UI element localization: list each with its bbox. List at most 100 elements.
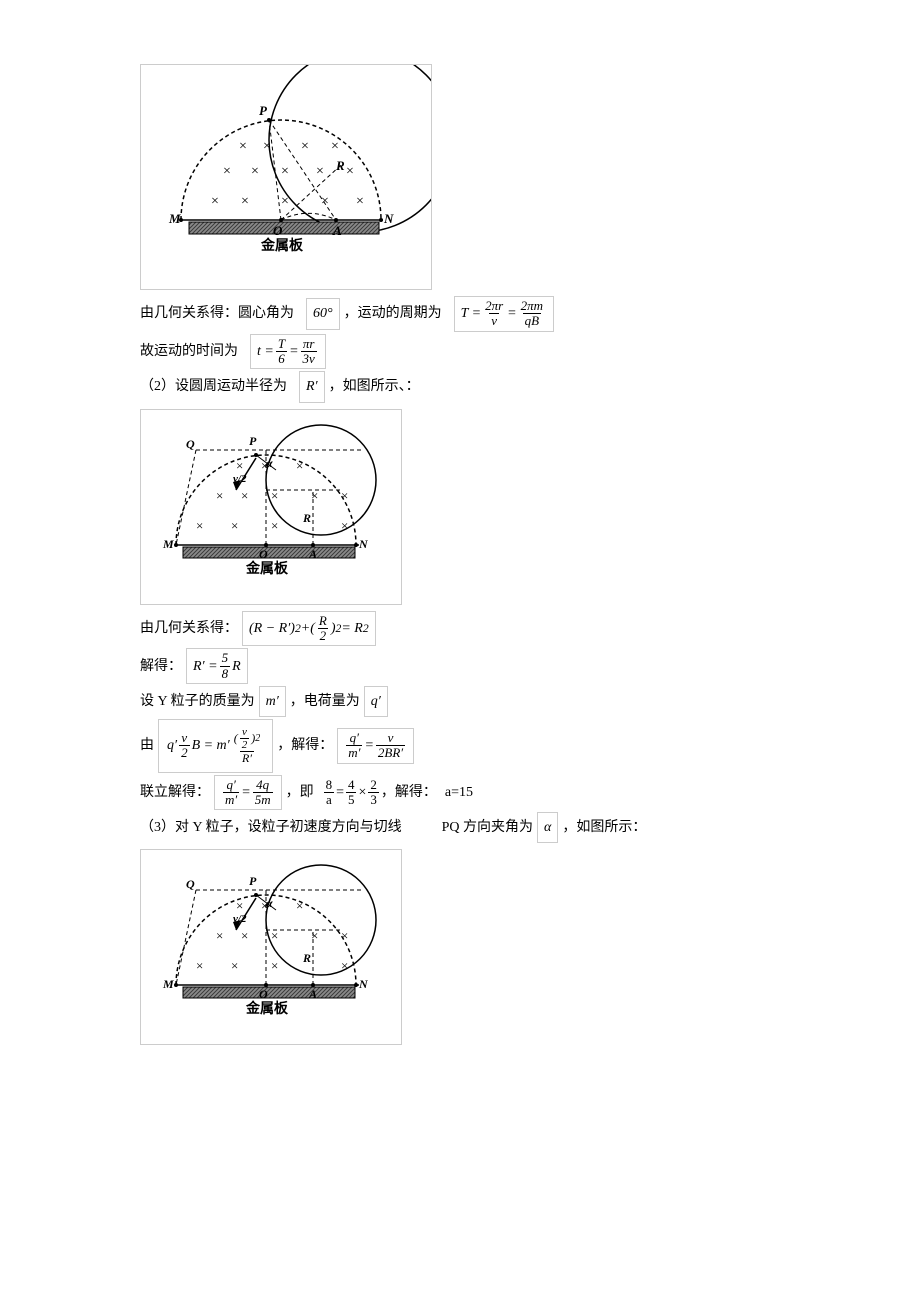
line7-t1: 由 xyxy=(140,733,154,758)
diagram1-p: P xyxy=(259,103,268,118)
diagram1-m: M xyxy=(168,211,181,226)
svg-text:×: × xyxy=(216,488,223,503)
diagram-3: ××× ××××× ×××× 金属板 Q P α v/2 R M O A N xyxy=(140,849,402,1045)
svg-text:×: × xyxy=(281,164,289,179)
svg-text:×: × xyxy=(241,488,248,503)
svg-text:×: × xyxy=(341,488,348,503)
d3-a: A xyxy=(308,987,317,1001)
svg-text:×: × xyxy=(271,928,278,943)
d3-vhalf: v/2 xyxy=(233,913,247,925)
line2-t1: 故运动的时间为 xyxy=(140,339,238,364)
line3-t1: （2）设圆周运动半径为 xyxy=(140,374,287,399)
line8-t1: 联立解得： xyxy=(140,780,210,805)
svg-text:×: × xyxy=(341,928,348,943)
line9-t3: ，如图所示： xyxy=(562,815,646,840)
line-y-particle: 设 Y 粒子的质量为 m′ ，电荷量为 q′ xyxy=(140,686,780,717)
d2-q: Q xyxy=(186,437,195,451)
svg-text:×: × xyxy=(263,139,271,154)
formula-period: T = 2πrv = 2πmqB xyxy=(454,296,554,332)
diagram3-plate-label: 金属板 xyxy=(245,1000,289,1017)
line-solve-r: 解得： R′ = 58 R xyxy=(140,648,780,684)
formula-force: q′ v2 B = m′ (v2)2 R′ xyxy=(158,719,273,772)
svg-text:×: × xyxy=(346,164,354,179)
svg-text:×: × xyxy=(211,194,219,209)
line6-t2: ，电荷量为 xyxy=(290,689,360,714)
svg-text:×: × xyxy=(241,194,249,209)
d2-r: R xyxy=(302,511,311,525)
d2-o: O xyxy=(259,547,268,561)
diagram1-a: A xyxy=(332,223,342,238)
svg-text:×: × xyxy=(231,518,238,533)
svg-text:×: × xyxy=(311,488,318,503)
formula-time: t = T6 = πr3v xyxy=(250,334,326,370)
formula-angle: 60° xyxy=(306,298,340,329)
d2-m: M xyxy=(162,537,174,551)
diagram1-r: R xyxy=(335,158,345,173)
d2-p: P xyxy=(249,434,257,448)
svg-text:×: × xyxy=(196,958,203,973)
svg-text:×: × xyxy=(271,958,278,973)
d3-p: P xyxy=(249,874,257,888)
line1-t2: ，运动的周期为 xyxy=(344,301,442,326)
svg-text:×: × xyxy=(281,194,289,209)
d3-q: Q xyxy=(186,877,195,891)
formula-pyth: (R − R′)2 + ( R2 )2 = R2 xyxy=(242,611,376,647)
diagram-1: ×××× ××××× ××××× 金属板 P R M O A N xyxy=(140,64,432,290)
formula-combine1: q′m′ = 4q5m xyxy=(214,775,282,811)
d3-r: R xyxy=(302,951,311,965)
diagram1-o: O xyxy=(273,223,283,238)
d2-alpha: α xyxy=(266,456,273,470)
line-force-eq: 由 q′ v2 B = m′ (v2)2 R′ ，解得： q′m′ = v2BR… xyxy=(140,719,780,772)
svg-text:×: × xyxy=(316,164,324,179)
svg-text:×: × xyxy=(241,928,248,943)
line8-ans: a=15 xyxy=(445,780,473,805)
line-time: 故运动的时间为 t = T6 = πr3v xyxy=(140,334,780,370)
diagram1-n: N xyxy=(383,211,394,226)
diagram2-plate-label: 金属板 xyxy=(245,560,289,577)
formula-alpha: α xyxy=(537,812,558,843)
d2-a: A xyxy=(308,547,317,561)
line9-t1: （3）对 Y 粒子，设粒子初速度方向与切线 xyxy=(140,815,402,840)
formula-qm-ratio: q′m′ = v2BR′ xyxy=(337,728,414,764)
diagram-2: ××× ××××× ×××× 金属板 Q P α v/2 R M O A N xyxy=(140,409,402,605)
d2-vhalf: v/2 xyxy=(233,473,247,485)
svg-text:×: × xyxy=(271,488,278,503)
line8-t3: ，解得： xyxy=(381,780,437,805)
formula-mprime: m′ xyxy=(259,686,286,717)
line9-t2: PQ 方向夹角为 xyxy=(442,815,533,840)
line-geom-angle: 由几何关系得：圆心角为 60° ，运动的周期为 T = 2πrv = 2πmqB xyxy=(140,296,780,332)
svg-text:×: × xyxy=(231,958,238,973)
line6-t1: 设 Y 粒子的质量为 xyxy=(140,689,255,714)
svg-text:×: × xyxy=(301,139,309,154)
svg-text:×: × xyxy=(236,458,243,473)
formula-rprime: R′ xyxy=(299,371,325,402)
d3-n: N xyxy=(358,977,369,991)
d2-n: N xyxy=(358,537,369,551)
svg-text:×: × xyxy=(331,139,339,154)
svg-text:×: × xyxy=(236,898,243,913)
svg-text:×: × xyxy=(296,458,303,473)
line1-t1: 由几何关系得：圆心角为 xyxy=(140,301,294,326)
svg-text:×: × xyxy=(239,139,247,154)
line-part2: （2）设圆周运动半径为 R′ ，如图所示、： xyxy=(140,371,780,402)
svg-text:×: × xyxy=(296,898,303,913)
line4-t1: 由几何关系得： xyxy=(140,616,238,641)
svg-text:×: × xyxy=(341,518,348,533)
line7-t2: ，解得： xyxy=(277,733,333,758)
d3-o: O xyxy=(259,987,268,1001)
svg-text:×: × xyxy=(251,164,259,179)
line-combine: 联立解得： q′m′ = 4q5m ，即 8a = 45 × 23 ，解得： a… xyxy=(140,775,780,811)
formula-r-solved: R′ = 58 R xyxy=(186,648,248,684)
d3-m: M xyxy=(162,977,174,991)
svg-text:×: × xyxy=(341,958,348,973)
diagram1-plate-label: 金属板 xyxy=(260,237,304,254)
formula-qprime: q′ xyxy=(364,686,388,717)
d3-alpha: α xyxy=(266,896,273,910)
line8-t2: ，即 xyxy=(286,780,314,805)
line-part3: （3）对 Y 粒子，设粒子初速度方向与切线 PQ 方向夹角为 α ，如图所示： xyxy=(140,812,780,843)
svg-text:×: × xyxy=(311,928,318,943)
line3-t2: ，如图所示、： xyxy=(329,374,420,399)
svg-text:×: × xyxy=(356,194,364,209)
svg-text:×: × xyxy=(223,164,231,179)
svg-text:×: × xyxy=(271,518,278,533)
